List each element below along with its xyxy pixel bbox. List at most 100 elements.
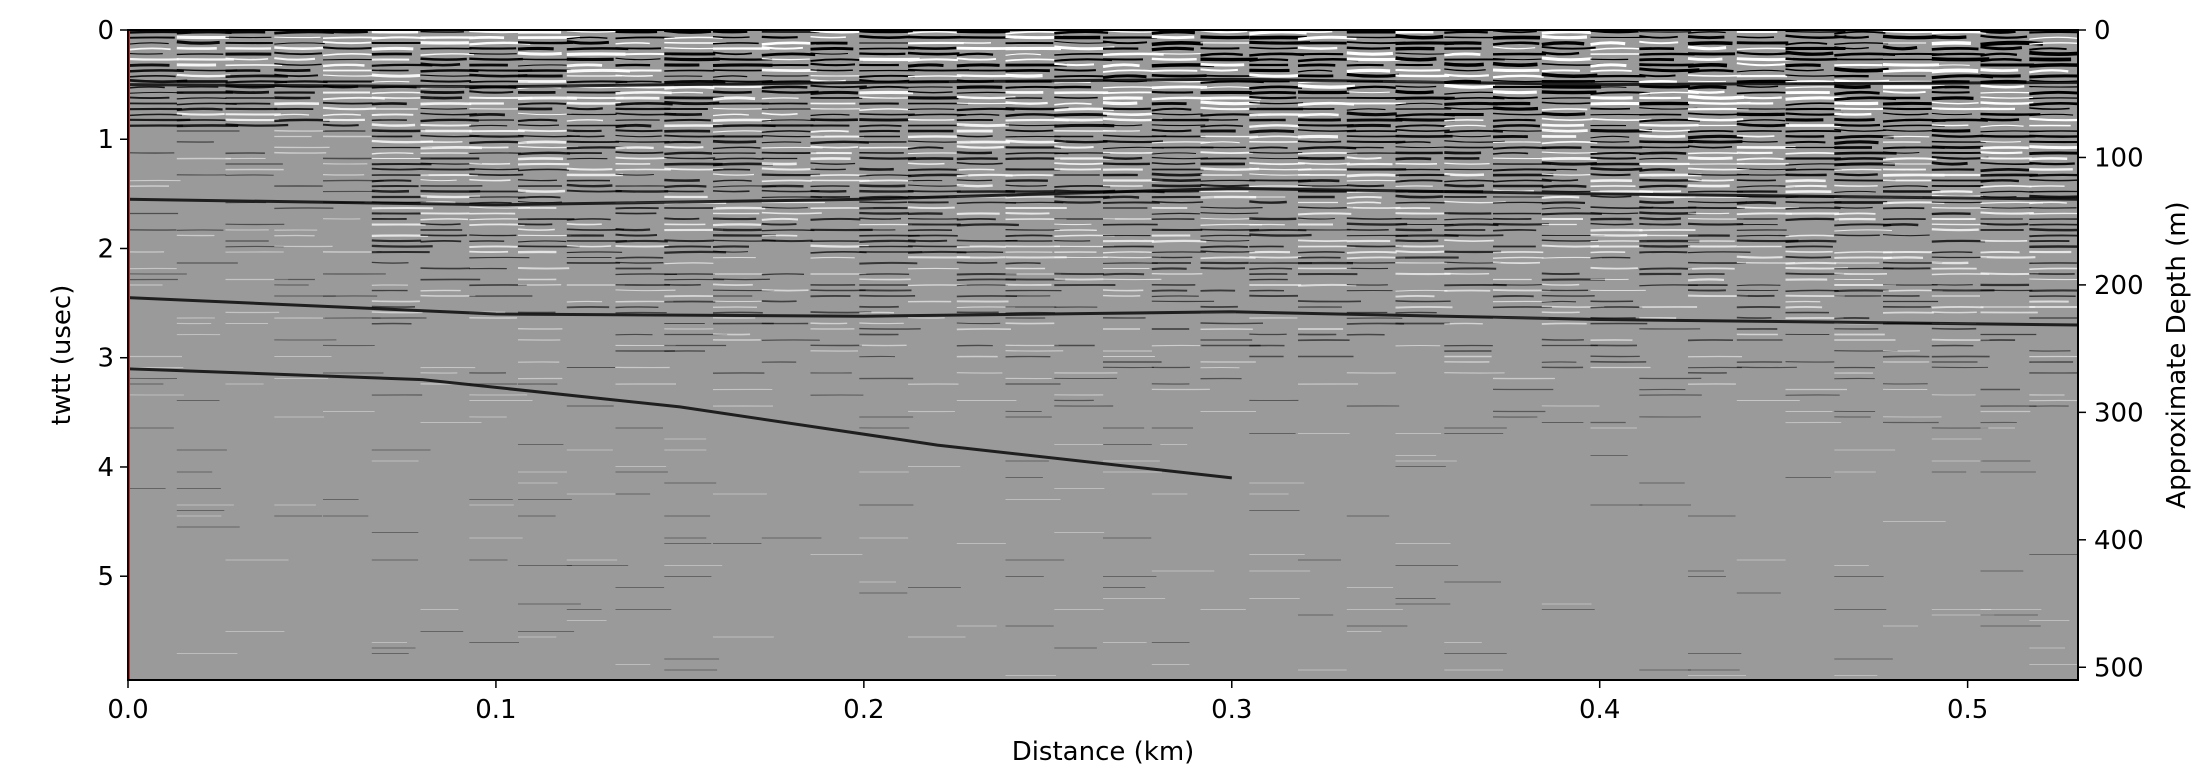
reflection-line [1687, 190, 1744, 193]
reflection-line [371, 73, 421, 78]
reflection-line [1639, 73, 1676, 78]
reflection-line [1541, 111, 1586, 117]
reflection-line [761, 146, 823, 149]
reflection-line [1054, 74, 1104, 78]
reflection-line [1541, 45, 1596, 50]
reflection-line [1590, 156, 1636, 160]
reflection-line [1687, 178, 1734, 182]
reflection-line [956, 251, 1004, 254]
reflection-line [2029, 101, 2078, 107]
reflection-line [1395, 201, 1445, 204]
reflection-line [859, 124, 902, 128]
reflection-line [1151, 172, 1203, 177]
reflection-line [1492, 106, 1539, 111]
reflection-line [1151, 239, 1207, 243]
reflection-line [1102, 289, 1144, 292]
reflection-line [1346, 184, 1385, 188]
reflection-line [1590, 173, 1631, 177]
reflector-line [128, 296, 2078, 327]
reflection-line [810, 130, 849, 133]
reflection-line [859, 239, 916, 243]
reflection-line [1834, 84, 1871, 89]
reflection-line [1639, 128, 1690, 132]
reflection-line [1395, 250, 1446, 254]
reflection-line [1492, 118, 1536, 122]
reflection-line [1102, 251, 1153, 254]
reflection-line [1834, 117, 1875, 122]
reflection-line [1590, 251, 1626, 254]
reflection-line [761, 179, 812, 183]
reflection-line [1249, 200, 1287, 204]
reflection-line [1297, 239, 1348, 242]
reflection-line [615, 306, 659, 309]
reflection-line [1200, 124, 1244, 128]
reflection-line [1687, 94, 1745, 100]
reflection-line [1395, 102, 1443, 106]
reflection-line [1444, 134, 1491, 138]
reflection-line [664, 156, 716, 160]
reflection-line [2029, 36, 2078, 40]
reflection-line [1590, 256, 1631, 259]
reflection-line [1980, 101, 2034, 105]
reflection-line [322, 123, 359, 127]
reflection-line [1200, 141, 1240, 144]
reflection-line [2029, 47, 2067, 51]
reflection-line [1736, 62, 1786, 67]
reflection-line [956, 134, 993, 138]
reflection-line [1297, 63, 1336, 68]
reflection-line [1736, 47, 1788, 51]
reflection-line [1249, 129, 1295, 134]
reflection-line [1980, 96, 2034, 99]
reflection-line [1102, 162, 1150, 166]
reflection-line [566, 36, 608, 40]
reflection-line [1834, 112, 1872, 116]
reflection-line [1687, 45, 1727, 51]
reflection-line [469, 168, 520, 171]
reflection-line [956, 85, 1003, 90]
reflection-line [615, 261, 664, 264]
reflection-line [615, 52, 672, 56]
reflection-line [810, 69, 853, 72]
reflection-line [1736, 134, 1775, 138]
reflection-line [1590, 266, 1638, 270]
reflection-line [274, 42, 325, 45]
y-right-tick-label: 0 [2094, 16, 2111, 46]
reflection-line [615, 57, 661, 61]
reflection-line [322, 46, 372, 50]
reflection-line [1054, 118, 1103, 122]
reflection-line [1005, 73, 1043, 78]
reflection-line [2029, 227, 2078, 232]
reflection-line [1785, 57, 1838, 61]
reflection-line [1639, 168, 1676, 172]
reflection-line [1102, 272, 1145, 276]
reflection-line [1200, 179, 1256, 182]
reflection-line [1541, 201, 1586, 205]
reflection-line [1882, 34, 1937, 40]
reflection-line [1297, 30, 1333, 34]
reflection-line [1590, 63, 1627, 68]
reflection-line [1785, 41, 1828, 46]
reflection-line [1346, 217, 1402, 220]
reflection-line [1492, 141, 1541, 144]
reflection-line [1785, 140, 1826, 144]
y-tick-label: 3 [97, 344, 114, 374]
reflection-line [615, 63, 651, 67]
reflection-line [1444, 97, 1505, 101]
reflection-line [1005, 113, 1056, 118]
reflection-line [1834, 223, 1892, 227]
reflection-line [1444, 172, 1485, 177]
reflection-line [810, 35, 846, 39]
reflection-line [1541, 101, 1591, 105]
reflection-line [517, 200, 563, 204]
reflection-line [1736, 35, 1775, 39]
reflection-line [128, 113, 183, 117]
reflection-line [1395, 179, 1443, 183]
reflection-line [1785, 30, 1846, 33]
reflection-line [1054, 167, 1102, 171]
reflection-line [1151, 124, 1206, 127]
reflection-line [1785, 63, 1821, 68]
reflection-line [274, 46, 324, 50]
reflection-line [1736, 122, 1790, 128]
reflection-line [1395, 89, 1434, 95]
reflection-line [1687, 35, 1725, 40]
